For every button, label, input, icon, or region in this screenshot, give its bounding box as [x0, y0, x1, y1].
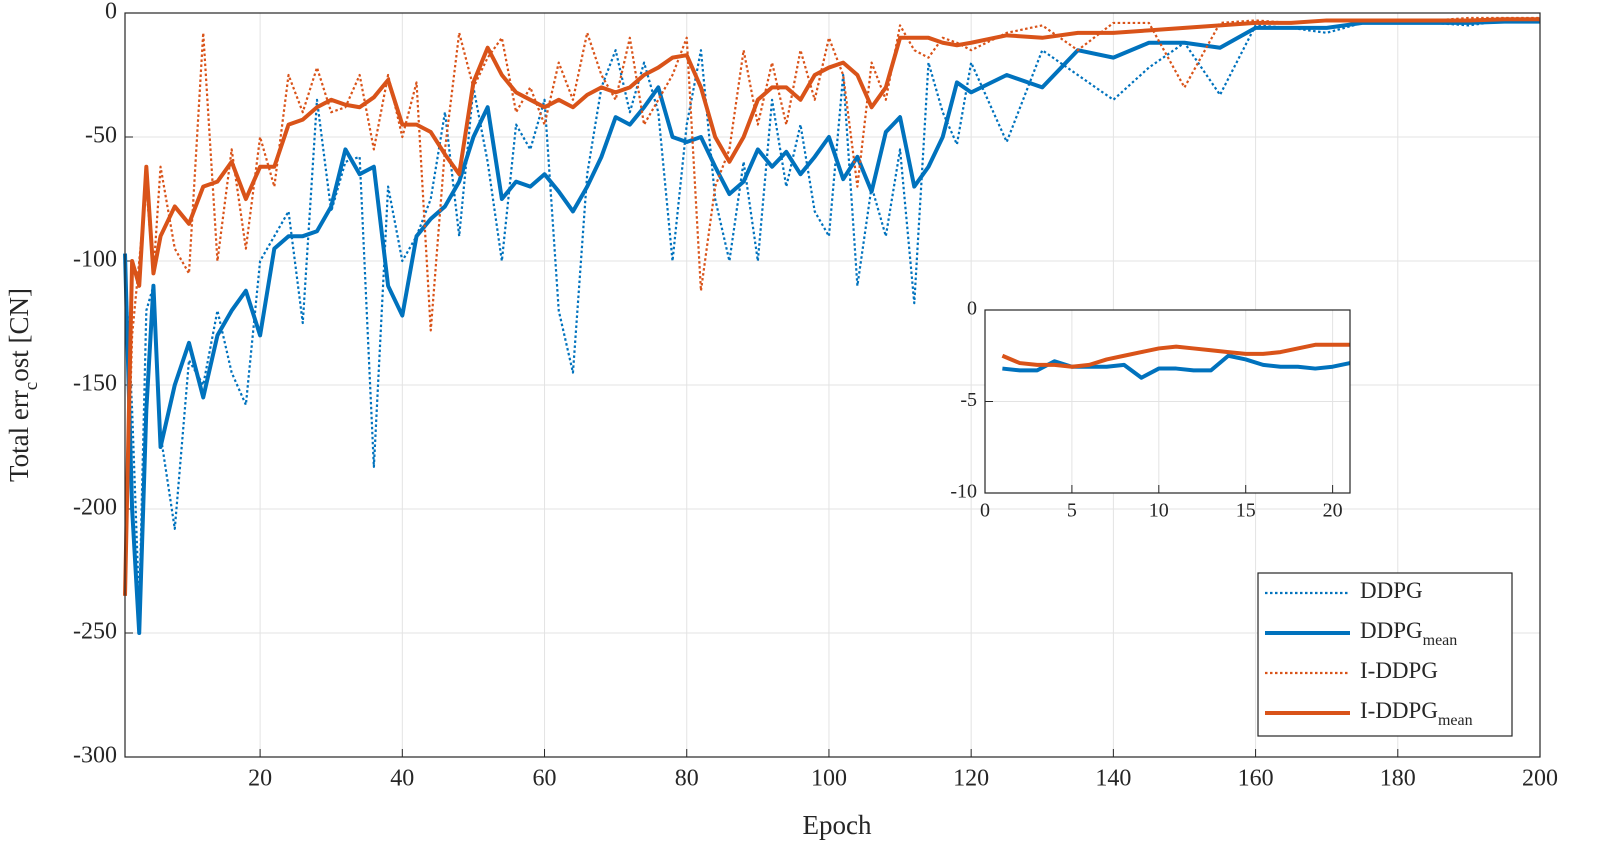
y-axis-label: Total errcost [CN] — [4, 288, 42, 482]
x-tick-label: 140 — [1095, 765, 1131, 791]
legend-label: DDPGmean — [1360, 618, 1457, 649]
axes-frame — [984, 309, 1351, 494]
y-tick-label: 0 — [967, 298, 977, 320]
x-tick-label: 100 — [811, 765, 847, 791]
x-tick-label: 80 — [675, 765, 699, 791]
legend-name: DDPG — [1360, 618, 1423, 643]
axes-frame — [124, 12, 1541, 758]
y-label-part: ost [CN] — [4, 288, 34, 382]
legend-label: I-DDPGmean — [1360, 698, 1473, 729]
x-tick-label: 15 — [1236, 500, 1256, 522]
x-tick-label: 200 — [1522, 765, 1558, 791]
y-tick-label: -300 — [73, 743, 117, 769]
y-tick-label: -50 — [85, 123, 117, 149]
series-line — [123, 16, 1540, 584]
x-axis-label: Epoch — [803, 810, 872, 840]
y-tick-label: -5 — [960, 389, 977, 411]
y-tick-label: -250 — [73, 619, 117, 645]
legend-label: I-DDPG — [1360, 658, 1438, 683]
series-line — [123, 17, 1540, 596]
legend-name: I-DDPG — [1360, 698, 1438, 723]
y-label-sub: c — [21, 382, 42, 390]
series-line — [123, 19, 1540, 610]
y-tick-label: 0 — [105, 0, 117, 25]
x-tick-label: 5 — [1067, 500, 1077, 522]
legend-label: DDPG — [1360, 578, 1423, 603]
x-tick-label: 0 — [980, 500, 990, 522]
legend-name: I-DDPG — [1360, 658, 1438, 683]
legend — [1257, 572, 1513, 737]
series-line — [1002, 353, 1351, 380]
x-tick-label: 20 — [248, 765, 272, 791]
x-tick-label: 10 — [1149, 500, 1169, 522]
x-tick-label: 20 — [1323, 500, 1343, 522]
y-tick-label: -10 — [950, 481, 977, 503]
legend-name: DDPG — [1360, 578, 1423, 603]
y-tick-label: -150 — [73, 371, 117, 397]
legend-subscript: mean — [1423, 632, 1458, 649]
x-tick-label: 120 — [953, 765, 989, 791]
x-tick-label: 160 — [1238, 765, 1274, 791]
series-line — [1001, 342, 1350, 369]
x-tick-label: 180 — [1380, 765, 1416, 791]
x-tick-label: 60 — [533, 765, 557, 791]
y-tick-label: -100 — [73, 247, 117, 273]
x-tick-label: 40 — [390, 765, 414, 791]
y-label-part: Total err — [4, 390, 34, 482]
y-tick-label: -200 — [73, 495, 117, 521]
legend-subscript: mean — [1438, 712, 1473, 729]
